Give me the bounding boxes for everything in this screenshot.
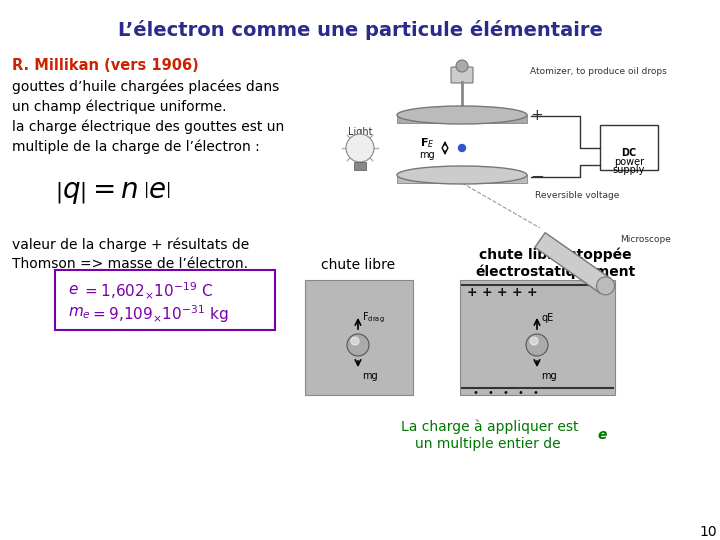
Text: power: power <box>614 157 644 167</box>
Circle shape <box>530 337 538 345</box>
Text: •: • <box>472 388 478 398</box>
Circle shape <box>351 337 359 345</box>
Bar <box>397 115 527 123</box>
Text: mg: mg <box>541 371 557 381</box>
Text: DC: DC <box>621 148 636 158</box>
Text: +: + <box>527 286 537 299</box>
Circle shape <box>456 60 468 72</box>
Text: •: • <box>487 388 493 398</box>
FancyBboxPatch shape <box>451 67 473 83</box>
Bar <box>460 280 615 395</box>
Text: supply: supply <box>613 165 645 175</box>
Text: $m_e$: $m_e$ <box>68 305 91 321</box>
Text: 10: 10 <box>699 525 717 539</box>
Text: qE: qE <box>541 313 553 323</box>
Text: chute libre stoppée
électrostatiquement: chute libre stoppée électrostatiquement <box>475 248 635 279</box>
Circle shape <box>347 334 369 356</box>
Text: chute libre: chute libre <box>321 258 395 272</box>
Text: −: − <box>530 168 544 186</box>
Bar <box>397 175 527 183</box>
Text: Microscope: Microscope <box>620 235 671 245</box>
Circle shape <box>459 145 466 152</box>
Text: $= 1{,}602_{\mathsf{\times}}10^{-19}$ C: $= 1{,}602_{\mathsf{\times}}10^{-19}$ C <box>82 280 213 301</box>
Ellipse shape <box>397 106 527 124</box>
Bar <box>55 270 275 330</box>
Bar <box>600 125 658 170</box>
Text: e: e <box>598 428 608 442</box>
Ellipse shape <box>397 166 527 184</box>
Text: •: • <box>532 388 538 398</box>
Text: Atomizer, to produce oil drops: Atomizer, to produce oil drops <box>530 68 667 77</box>
Bar <box>354 162 366 170</box>
Text: Reversible voltage: Reversible voltage <box>535 191 619 199</box>
Text: valeur de la charge + résultats de
Thomson => masse de l’électron.: valeur de la charge + résultats de Thoms… <box>12 238 249 271</box>
Text: La charge à appliquer est
un multiple entier de: La charge à appliquer est un multiple en… <box>401 420 579 451</box>
Text: Light: Light <box>348 127 372 137</box>
Circle shape <box>346 134 374 162</box>
Text: gouttes d’huile chargées placées dans
un champ électrique uniforme.: gouttes d’huile chargées placées dans un… <box>12 80 279 113</box>
Text: $= 9{,}109_{\mathsf{\times}}10^{-31}$ kg: $= 9{,}109_{\mathsf{\times}}10^{-31}$ kg <box>90 303 228 325</box>
Text: •: • <box>517 388 523 398</box>
Text: •: • <box>502 388 508 398</box>
Text: la charge électrique des gouttes est un
multiple de la charge de l’électron :: la charge électrique des gouttes est un … <box>12 120 284 153</box>
Text: mg: mg <box>362 371 377 381</box>
Text: $e$: $e$ <box>68 282 78 297</box>
Circle shape <box>597 277 615 295</box>
Text: R. Millikan (vers 1906): R. Millikan (vers 1906) <box>12 58 199 73</box>
Text: mg: mg <box>419 150 435 160</box>
Bar <box>305 280 413 395</box>
Circle shape <box>526 334 548 356</box>
Text: $\left|q\right| = n\,\left|e\right|$: $\left|q\right| = n\,\left|e\right|$ <box>55 178 171 206</box>
Text: L’électron comme une particule élémentaire: L’électron comme une particule élémentai… <box>117 20 603 40</box>
Text: +: + <box>482 286 492 299</box>
Bar <box>535 233 611 293</box>
Text: +: + <box>530 109 543 124</box>
Text: +: + <box>497 286 508 299</box>
Text: +: + <box>467 286 477 299</box>
Text: +: + <box>512 286 522 299</box>
Text: F$_{\mathsf{drag}}$: F$_{\mathsf{drag}}$ <box>362 311 384 325</box>
Text: $\mathbf{F}_E$: $\mathbf{F}_E$ <box>420 136 435 150</box>
